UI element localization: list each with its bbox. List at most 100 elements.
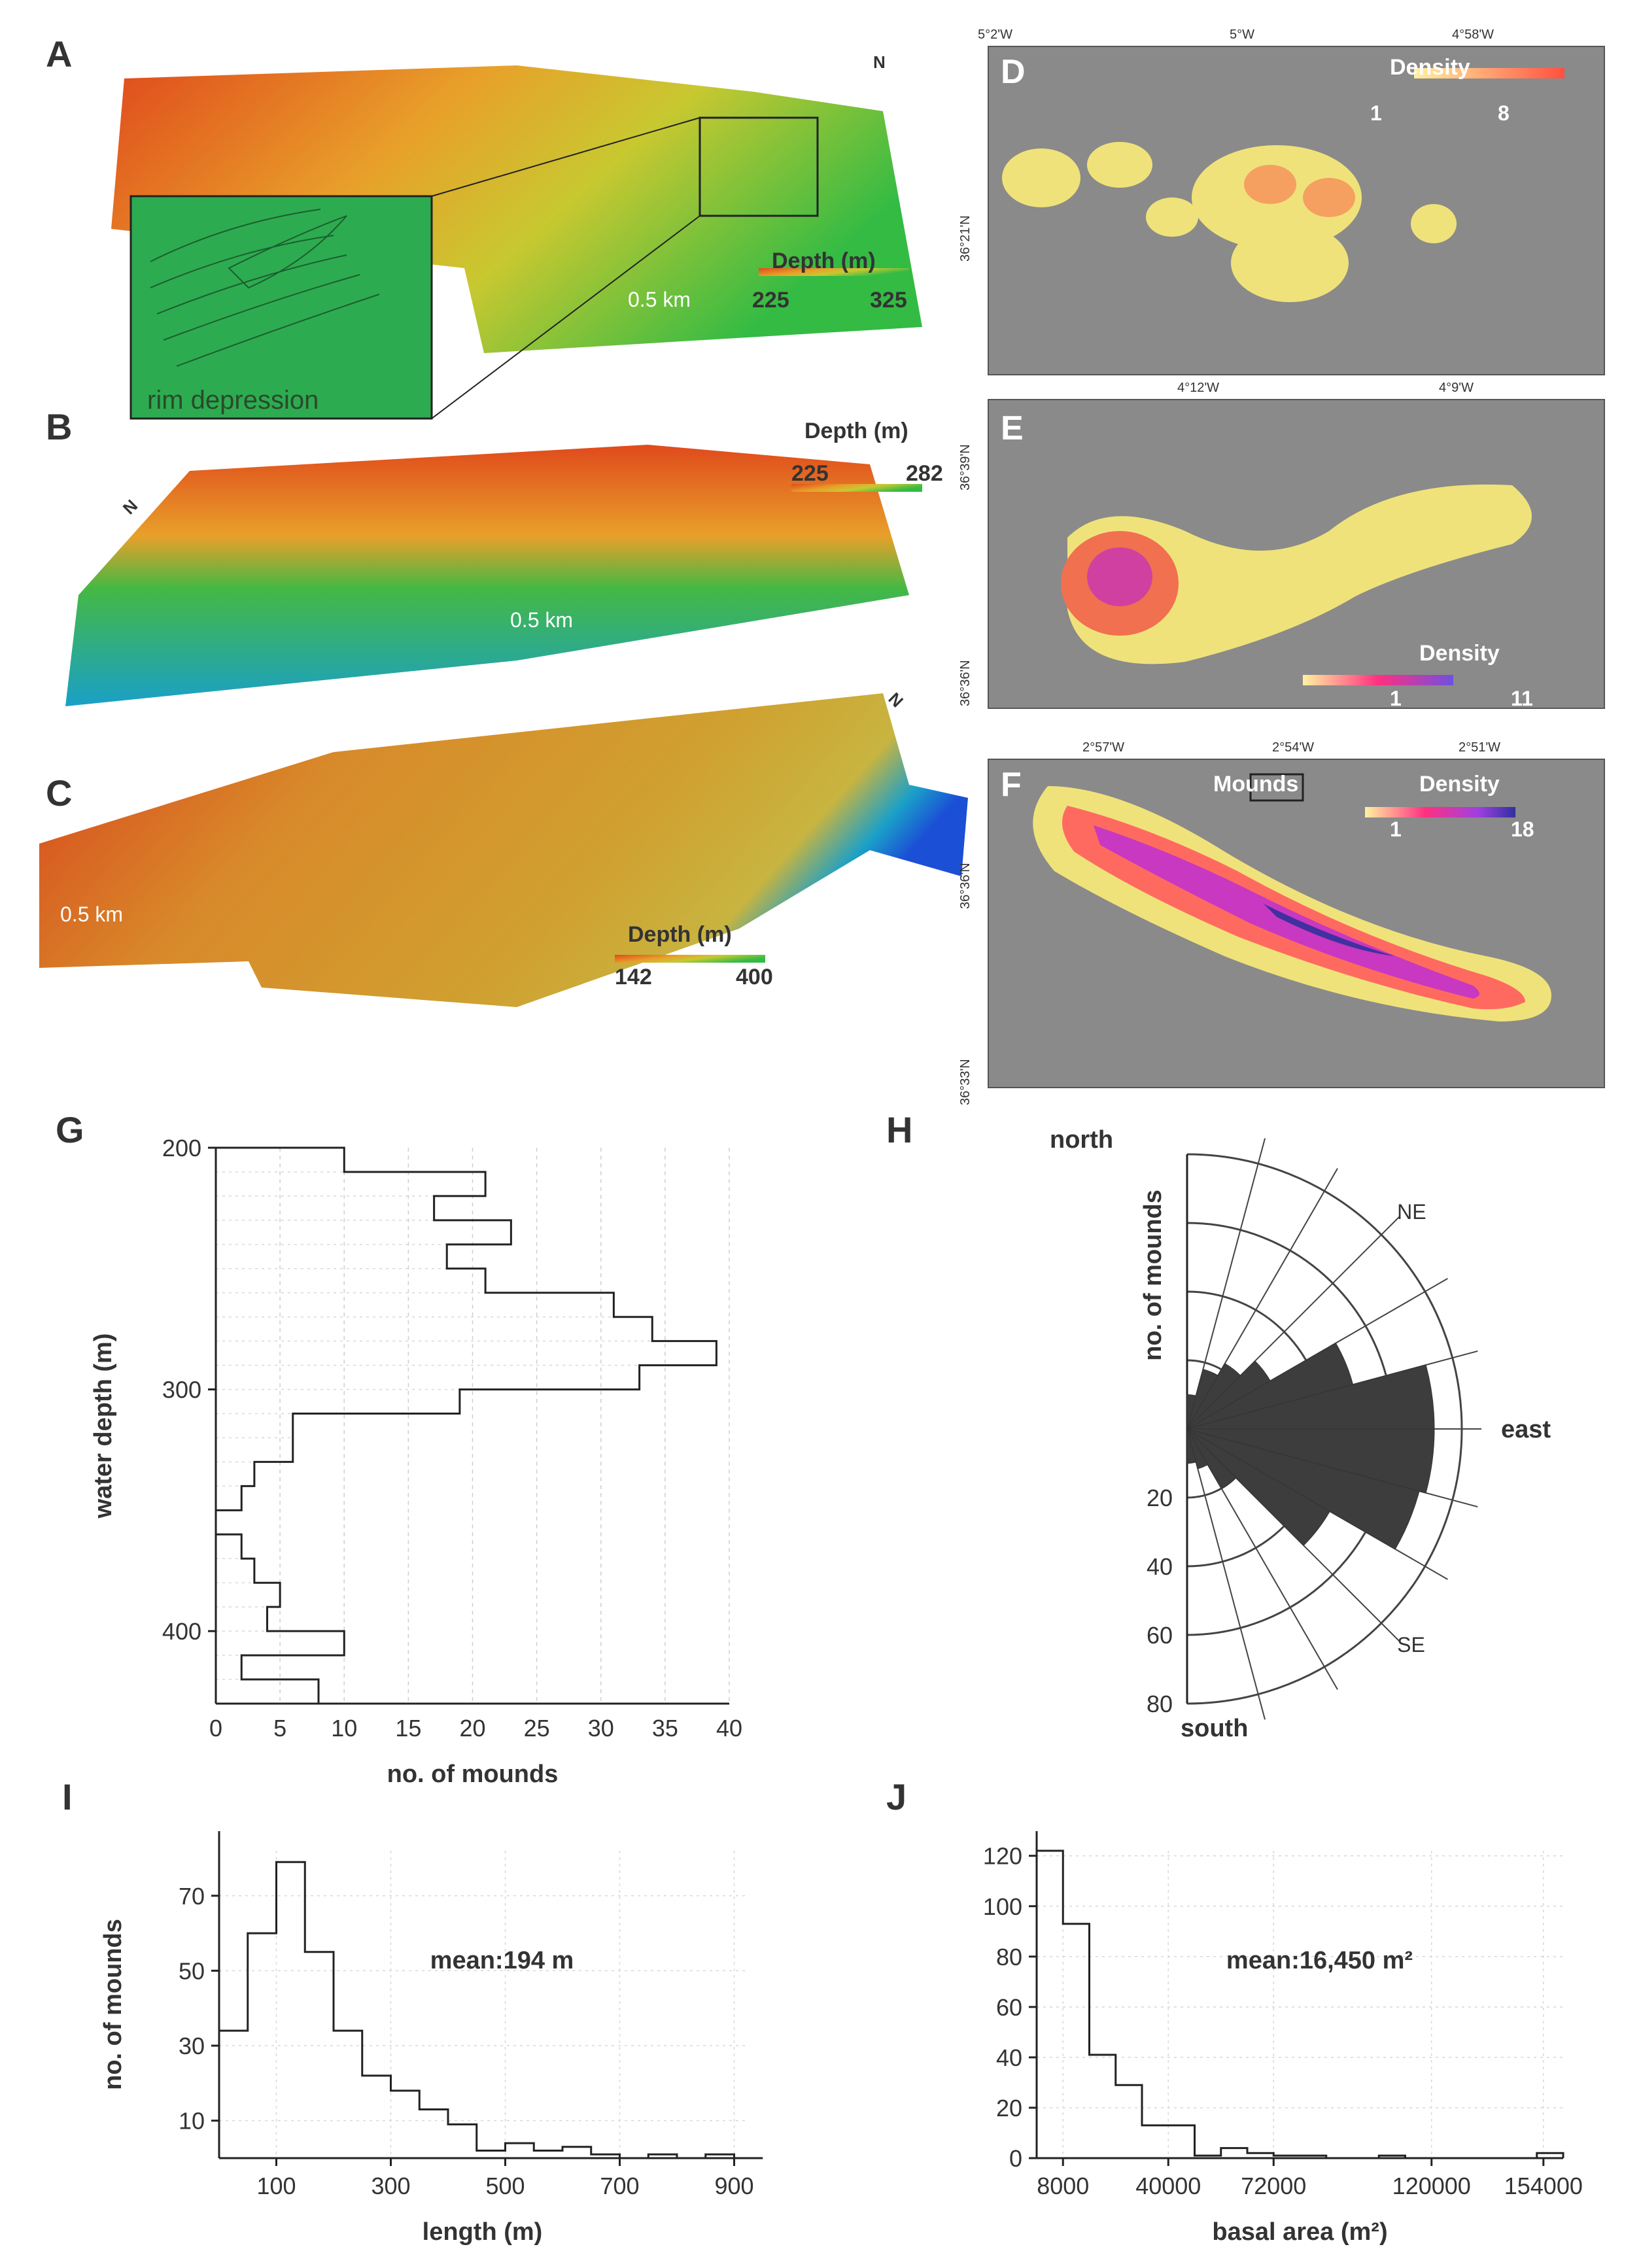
- panel-letter-h: H: [886, 1109, 913, 1150]
- histogram-step-line: [215, 1146, 717, 1705]
- x-tick-label: 500: [485, 2173, 525, 2199]
- chart-depth-histogram: 0 5 10 15 20 25 30 35 40 200 300 400 no. of mounds wa…: [90, 1135, 742, 1788]
- depth-max-b: 282: [906, 461, 943, 486]
- chart-length-histogram: 10 30 50 70 100 300 500 700 900 length (m) no. of …: [99, 1831, 763, 2246]
- mean-annotation: mean:16,450 m²: [1226, 1947, 1413, 1974]
- density-map-e: [988, 399, 1605, 709]
- x-tick-label: 700: [600, 2173, 639, 2199]
- panel-letter-j: J: [886, 1776, 907, 1817]
- density-min-e: 1: [1390, 687, 1402, 710]
- dir-label-east: east: [1501, 1416, 1551, 1443]
- x-tick-label: 30: [588, 1715, 614, 1742]
- y-axis-label: no. of mounds: [99, 1919, 127, 2090]
- density-min-f: 1: [1390, 817, 1402, 841]
- ring-label: 40: [1147, 1553, 1173, 1580]
- density-min-d: 1: [1370, 101, 1382, 125]
- rose-petal: [1186, 1428, 1209, 1469]
- x-axis-label: basal area (m²): [1212, 2218, 1387, 2246]
- depth-title-a: Depth (m): [772, 249, 876, 273]
- x-tick-label: 300: [371, 2173, 410, 2199]
- y-axis-label: no. of mounds: [1139, 1190, 1167, 1361]
- y-tick-label: 200: [162, 1135, 201, 1161]
- x-axis-label: no. of mounds: [387, 1761, 559, 1788]
- dir-label-se: SE: [1397, 1633, 1425, 1657]
- chart-rose-diagram: 20 40 60 80 north south east NE SE no. of mounds: [1050, 1126, 1551, 1742]
- y-tick-label: 300: [162, 1377, 201, 1403]
- rose-petal: [1186, 1428, 1420, 1550]
- y-axis-label: water depth (m): [90, 1333, 117, 1519]
- y-tick-label: 60: [996, 1994, 1022, 2021]
- x-tick-label: 900: [714, 2173, 753, 2199]
- x-tick-label: 10: [331, 1715, 357, 1742]
- lon-tick-e-1: 4°12'W: [1177, 381, 1220, 395]
- density-title-f: Density: [1419, 772, 1500, 797]
- density-title-d: Density: [1390, 55, 1470, 80]
- y-tick-label: 10: [179, 2108, 205, 2135]
- lon-tick-e-2: 4°9'W: [1439, 381, 1474, 395]
- dir-label-ne: NE: [1397, 1200, 1426, 1224]
- lat-tick-f-1: 36°36'N: [958, 863, 973, 909]
- x-tick-label: 40000: [1135, 2173, 1201, 2199]
- depth-max-c: 400: [736, 965, 773, 989]
- density-title-e: Density: [1419, 641, 1500, 666]
- depth-title-c: Depth (m): [628, 922, 732, 947]
- inset-label: rim depression: [147, 386, 319, 415]
- lat-tick-e-2: 36°36'N: [958, 660, 973, 706]
- x-tick-label: 15: [395, 1715, 421, 1742]
- bathymetry-map-c: [39, 693, 968, 1007]
- y-tick-label: 40: [996, 2044, 1022, 2071]
- depth-min-c: 142: [615, 965, 652, 989]
- x-tick-label: 0: [209, 1715, 222, 1742]
- rose-petal: [1186, 1428, 1330, 1546]
- histogram-step-line: [218, 1861, 763, 2159]
- north-arrow-a: N: [873, 52, 886, 72]
- x-tick-label: 154000: [1504, 2173, 1583, 2199]
- x-tick-label: 5: [273, 1715, 286, 1742]
- rose-petal: [1186, 1428, 1435, 1494]
- mounds-legend-label: Mounds: [1213, 772, 1299, 797]
- y-tick-label: 20: [996, 2095, 1022, 2122]
- depth-max-a: 325: [870, 288, 907, 313]
- panel-letter-i: I: [62, 1776, 73, 1817]
- dir-label-north: north: [1050, 1126, 1113, 1154]
- x-axis-label: length (m): [423, 2218, 543, 2246]
- density-max-f: 18: [1511, 817, 1534, 841]
- x-tick-label: 20: [459, 1715, 485, 1742]
- rose-petal: [1186, 1428, 1197, 1464]
- y-tick-label: 120: [983, 1843, 1022, 1870]
- scale-bar-a: 0.5 km: [628, 288, 691, 311]
- y-tick-label: 80: [996, 1944, 1022, 1970]
- panel-letter-b: B: [46, 406, 73, 447]
- lon-tick-d-2: 5°W: [1230, 27, 1254, 42]
- lon-tick-f-3: 2°51'W: [1459, 740, 1501, 755]
- rose-petal: [1186, 1428, 1236, 1489]
- y-tick-label: 70: [179, 1883, 205, 1910]
- y-tick-label: 100: [983, 1893, 1022, 1920]
- scale-bar-b: 0.5 km: [510, 608, 574, 632]
- x-tick-label: 40: [716, 1715, 742, 1742]
- panel-letter-c: C: [46, 772, 73, 814]
- histogram-step-line: [1035, 1849, 1564, 2159]
- x-tick-label: 72000: [1241, 2173, 1306, 2199]
- lat-tick-e-1: 36°39'N: [958, 444, 973, 490]
- panel-letter-d: D: [1001, 53, 1026, 91]
- lon-tick-f-2: 2°54'W: [1272, 740, 1315, 755]
- density-map-d: [988, 46, 1605, 375]
- panel-letter-f: F: [1001, 766, 1022, 804]
- density-max-e: 11: [1511, 687, 1533, 710]
- depth-min-b: 225: [791, 461, 829, 486]
- panel-letter-e: E: [1001, 409, 1024, 447]
- y-tick-label: 0: [1009, 2145, 1022, 2172]
- dir-label-south: south: [1181, 1715, 1248, 1742]
- x-tick-label: 25: [524, 1715, 550, 1742]
- depth-min-a: 225: [752, 288, 789, 313]
- chart-area-histogram: 0 20 40 60 80 100 120 8000 40000 72000 120000 15400…: [983, 1831, 1583, 2246]
- x-tick-label: 8000: [1037, 2173, 1089, 2199]
- mean-annotation: mean:194 m: [430, 1947, 574, 1974]
- lon-tick-d-3: 4°58'W: [1452, 27, 1494, 42]
- bathymetry-map-b: [65, 445, 922, 706]
- panel-letter-g: G: [56, 1109, 84, 1150]
- density-map-f: [988, 759, 1605, 1088]
- lat-tick-d-1: 36°21'N: [958, 215, 973, 262]
- ring-label: 60: [1147, 1622, 1173, 1649]
